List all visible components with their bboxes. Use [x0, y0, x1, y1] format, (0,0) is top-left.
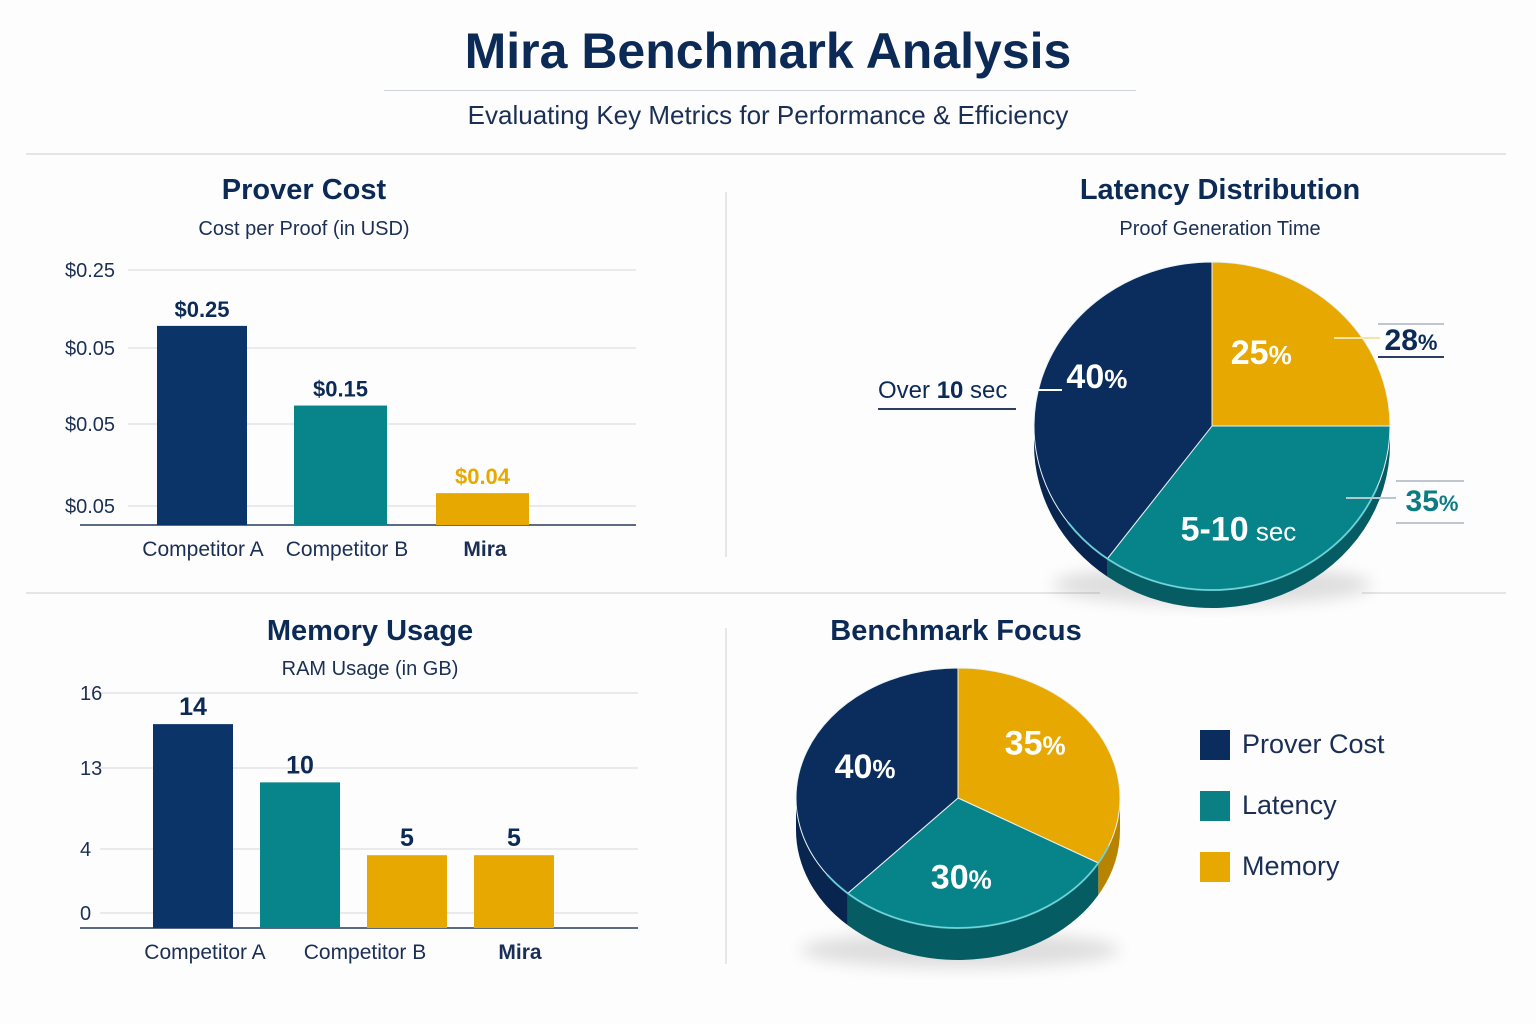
bar-value-label: $0.04	[455, 464, 511, 489]
legend-swatch-memory	[1200, 851, 1230, 882]
bar-value-label: $0.25	[174, 297, 229, 322]
pie-rim-highlight	[1067, 485, 1379, 591]
y-tick-label: 4	[80, 839, 91, 861]
focus-pie-chart: 35% 30% 40%	[795, 667, 1121, 968]
page-subtitle: Evaluating Key Metrics for Performance &…	[467, 100, 1069, 130]
pie-slice-label: 30%	[931, 859, 992, 897]
x-tick-label: Competitor A	[144, 941, 265, 964]
bar-mira	[436, 493, 529, 525]
y-tick-label: $0.05	[65, 338, 115, 360]
pie-slice-memory	[957, 667, 1121, 864]
legend-label: Latency	[1242, 790, 1337, 820]
y-tick-label: 13	[80, 758, 102, 780]
bar-series	[367, 855, 447, 928]
legend-swatch-prover-cost	[1200, 729, 1230, 760]
bar-value-label: $0.15	[313, 377, 368, 402]
callout-memory-pct: 28%	[1385, 324, 1438, 357]
bar-value-label: 5	[507, 824, 521, 852]
pie-slice-navy	[1033, 261, 1213, 560]
legend-item-memory: Memory	[1200, 836, 1385, 897]
x-tick-label: Competitor B	[286, 538, 409, 561]
pie-slice-label: 5-10 sec	[1181, 510, 1297, 548]
bar-competitor-b	[260, 782, 340, 928]
legend-label: Prover Cost	[1242, 729, 1385, 759]
pie-slice-side	[796, 798, 848, 926]
x-tick-label: Mira	[463, 538, 507, 561]
y-tick-label: 16	[80, 683, 102, 705]
callout-latency-pct: 35%	[1406, 485, 1459, 518]
header-divider	[26, 153, 1506, 155]
bar-mira	[474, 855, 554, 928]
pie-slice-gold	[1211, 261, 1391, 427]
y-tick-label: $0.05	[65, 414, 115, 436]
bar-value-label: 5	[400, 824, 414, 852]
y-tick-label: $0.25	[65, 260, 115, 282]
bar-competitor-a	[157, 325, 247, 525]
pie-slice-label: 25%	[1231, 334, 1292, 372]
memory-subtitle: RAM Usage (in GB)	[281, 658, 459, 680]
pie-slice-prover-cost	[795, 667, 959, 894]
y-tick-label: $0.05	[65, 496, 115, 518]
pie-slice-side	[1107, 426, 1390, 608]
pie-slice-label: 35%	[1005, 724, 1066, 762]
bar-competitor-b	[294, 405, 387, 525]
prover-cost-subtitle: Cost per Proof (in USD)	[198, 218, 410, 240]
title-divider	[384, 90, 1136, 91]
x-tick-label: Competitor B	[304, 941, 427, 964]
pie-slice-label: 40%	[1066, 358, 1127, 396]
legend-label: Memory	[1242, 851, 1340, 881]
bar-competitor-a	[153, 724, 233, 928]
row-divider-right	[1362, 592, 1506, 594]
bar-value-label: 14	[179, 693, 207, 721]
x-tick-label: Mira	[498, 941, 542, 964]
latency-title: Latency Distribution	[1079, 174, 1361, 206]
callout-over-10-sec: Over 10 sec	[878, 377, 1007, 404]
y-tick-label: 0	[80, 903, 91, 925]
pie-rim-highlight	[826, 845, 1110, 929]
x-tick-label: Competitor A	[142, 538, 263, 561]
prover-cost-title: Prover Cost	[221, 174, 387, 206]
column-divider-bottom	[725, 628, 727, 964]
legend-item-prover-cost: Prover Cost	[1200, 714, 1385, 775]
bar-value-label: 10	[286, 751, 314, 779]
memory-chart: 16 13 4 0 14 10 5 5 Competitor A Competitor B Mi…	[80, 683, 638, 964]
pie-slice-side	[847, 863, 1099, 960]
focus-legend: Prover Cost Latency Memory	[1200, 714, 1385, 897]
latency-pie-chart: 25% 5-10 sec 40% 28% 35% Over 10 sec	[878, 261, 1464, 608]
page-title: Mira Benchmark Analysis	[464, 23, 1072, 79]
pie-slice-side	[1034, 426, 1108, 577]
prover-cost-chart: $0.25 $0.05 $0.05 $0.05 $0.25 $0.15 $0.04 Com…	[65, 260, 636, 561]
focus-title: Benchmark Focus	[830, 615, 1082, 647]
row-divider-left	[26, 592, 1100, 594]
column-divider-top	[725, 192, 727, 557]
legend-swatch-latency	[1200, 790, 1230, 821]
latency-subtitle: Proof Generation Time	[1119, 218, 1321, 240]
legend-item-latency: Latency	[1200, 775, 1385, 836]
memory-title: Memory Usage	[266, 615, 474, 647]
pie-slice-label: 40%	[835, 748, 896, 786]
